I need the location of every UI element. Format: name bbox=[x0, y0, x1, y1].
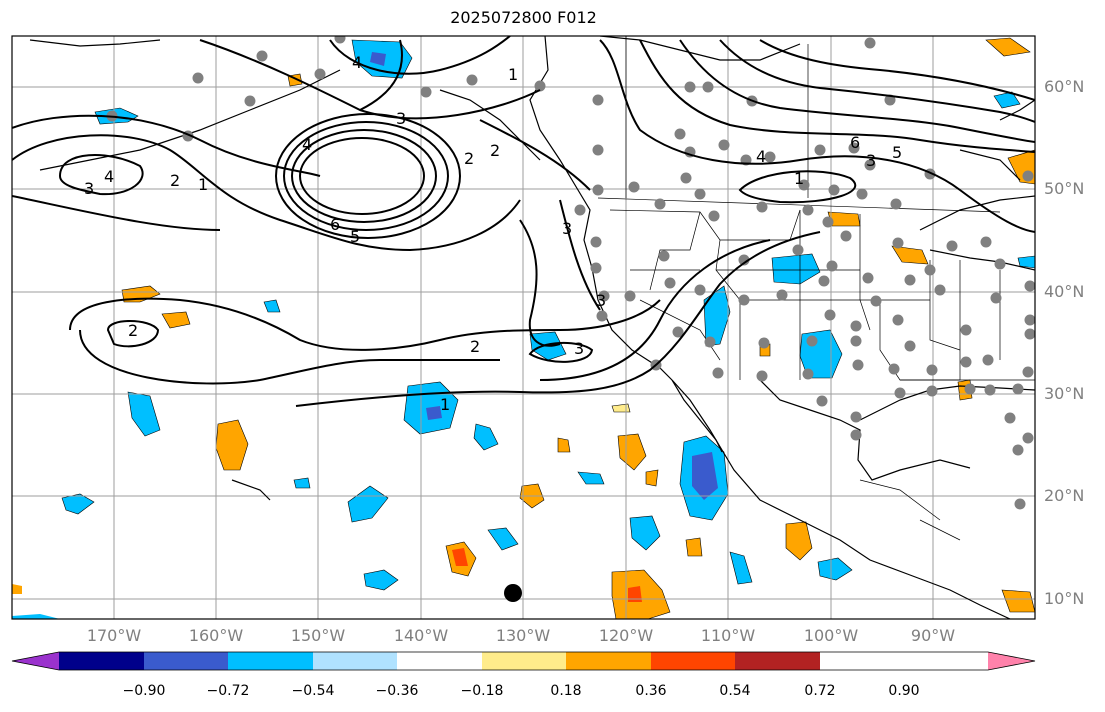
contour-label: 6 bbox=[330, 215, 340, 234]
contour-label: 3 bbox=[574, 339, 584, 358]
contour-lines bbox=[12, 36, 1035, 407]
contour-value-labels: 4 1 3 4 2 1 2 4 3 6 5 6 4 3 2 1 5 2 3 2 … bbox=[84, 53, 902, 414]
contour-label: 2 bbox=[128, 321, 138, 340]
contour-label: 3 bbox=[396, 109, 406, 128]
colorbar-segment bbox=[59, 652, 144, 670]
lon-label-110w: 110°W bbox=[700, 626, 756, 645]
colorbar-tick-label: −0.18 bbox=[460, 683, 504, 699]
contour-label: 1 bbox=[794, 169, 804, 188]
colorbar-tick-label: −0.90 bbox=[122, 683, 166, 699]
graticule bbox=[12, 36, 1035, 619]
lat-label-50n: 50°N bbox=[1044, 179, 1085, 198]
lon-label-130w: 130°W bbox=[495, 626, 551, 645]
colorbar bbox=[11, 651, 1036, 671]
colorbar-segment bbox=[566, 652, 651, 670]
contour-label: 3 bbox=[84, 179, 94, 198]
contour-label: 6 bbox=[850, 133, 860, 152]
political-borders bbox=[597, 36, 1035, 541]
lat-label-20n: 20°N bbox=[1044, 486, 1085, 505]
station-markers bbox=[106, 36, 1035, 510]
coastlines bbox=[29, 36, 1035, 619]
contour-label: 4 bbox=[302, 135, 312, 154]
contour-label: 1 bbox=[198, 175, 208, 194]
contour-label: 4 bbox=[756, 147, 766, 166]
colorbar-segment bbox=[651, 652, 735, 670]
contour-label: 2 bbox=[490, 141, 500, 160]
lon-label-140w: 140°W bbox=[393, 626, 449, 645]
lat-label-40n: 40°N bbox=[1044, 282, 1085, 301]
lon-label-160w: 160°W bbox=[188, 626, 244, 645]
contour-label: 3 bbox=[596, 291, 606, 310]
colorbar-tick-label: −0.54 bbox=[291, 683, 335, 699]
contour-label: 3 bbox=[562, 219, 572, 238]
colorbar-segment bbox=[313, 652, 397, 670]
colorbar-segment bbox=[735, 652, 820, 670]
colorbar-tick-label: 0.36 bbox=[635, 683, 667, 699]
lon-label-120w: 120°W bbox=[598, 626, 654, 645]
lat-label-60n: 60°N bbox=[1044, 77, 1085, 96]
colorbar-segment bbox=[144, 652, 228, 670]
colorbar-tick-label: 0.90 bbox=[888, 683, 920, 699]
lon-label-150w: 150°W bbox=[290, 626, 346, 645]
colorbar-extend-max bbox=[988, 652, 1035, 670]
contour-label: 2 bbox=[170, 171, 180, 190]
map-frame bbox=[11, 35, 1036, 620]
contour-label: 3 bbox=[866, 151, 876, 170]
colorbar-tick-label: 0.72 bbox=[804, 683, 836, 699]
storm-marker bbox=[504, 584, 522, 602]
contour-label: 2 bbox=[470, 337, 480, 356]
colorbar-outline bbox=[11, 651, 1036, 671]
colorbar-segment bbox=[482, 652, 566, 670]
contour-label: 4 bbox=[104, 167, 114, 186]
contour-label: 5 bbox=[350, 227, 360, 246]
colorbar-tick-label: 0.54 bbox=[719, 683, 751, 699]
colorbar-tick-label: 0.18 bbox=[550, 683, 582, 699]
lon-label-100w: 100°W bbox=[803, 626, 859, 645]
lon-label-90w: 90°W bbox=[910, 626, 956, 645]
contour-label: 1 bbox=[508, 65, 518, 84]
colorbar-tick-label: −0.72 bbox=[206, 683, 250, 699]
colorbar-segment bbox=[228, 652, 313, 670]
contour-label: 2 bbox=[464, 149, 474, 168]
contour-label: 4 bbox=[352, 53, 362, 72]
lon-label-170w: 170°W bbox=[86, 626, 142, 645]
colorbar-extend-min bbox=[12, 652, 59, 670]
colorbar-segment bbox=[397, 652, 482, 670]
lat-label-10n: 10°N bbox=[1044, 589, 1085, 608]
map-title: 2025072800 F012 bbox=[450, 8, 597, 27]
contour-label: 5 bbox=[892, 143, 902, 162]
contour-label: 1 bbox=[440, 395, 450, 414]
lat-label-30n: 30°N bbox=[1044, 384, 1085, 403]
colorbar-tick-label: −0.36 bbox=[375, 683, 419, 699]
